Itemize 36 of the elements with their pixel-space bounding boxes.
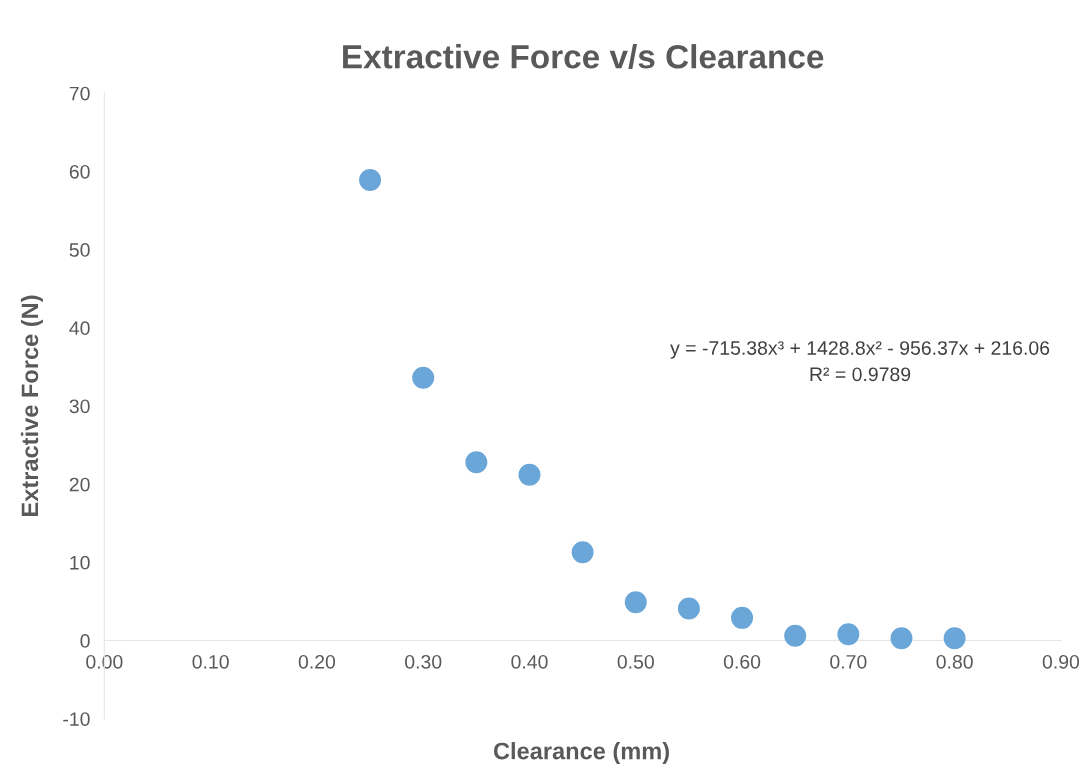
x-tick-label: 0.10 (192, 654, 229, 669)
y-tick-label: 40 (69, 321, 90, 336)
x-tick-label: 0.20 (298, 654, 336, 669)
point (412, 366, 435, 389)
point (943, 627, 966, 650)
x-tick-label: 0.40 (511, 654, 548, 669)
point (571, 541, 594, 564)
point (677, 597, 700, 620)
point (837, 623, 860, 646)
point (624, 591, 647, 614)
y-tick-label: 0 (80, 634, 90, 648)
point (359, 169, 382, 192)
point (518, 463, 541, 486)
y-tick-label: 10 (70, 555, 90, 570)
annotation: R² = 0.9789 (810, 367, 911, 382)
point (890, 627, 913, 650)
y-tick-label: -10 (63, 712, 90, 726)
x-tick-label: 0.00 (86, 654, 123, 669)
x-tick-label: 0.50 (617, 654, 654, 669)
x-tick-label: 0.90 (1042, 654, 1080, 669)
point (465, 451, 488, 474)
x-axis-title: Clearance (mm) (493, 742, 669, 765)
y-tick-label: 60 (69, 164, 90, 179)
chart-title: Extractive Force v/s Clearance (343, 44, 824, 69)
x-tick-label: 0.80 (936, 654, 973, 669)
y-axis-title: Extractive Force (N) (20, 295, 43, 516)
annotation: y = -715.38x³ + 1428.8x² - 956.37x + 216.06 (670, 341, 1050, 359)
x-tick-label: 0.60 (723, 654, 761, 669)
y-tick-label: 50 (69, 243, 90, 257)
point (784, 624, 807, 647)
point (731, 606, 754, 629)
y-tick-label: 20 (69, 477, 90, 492)
y-tick-label: 70 (69, 86, 90, 101)
x-tick-label: 0.30 (405, 654, 442, 669)
x-tick-label: 0.70 (830, 654, 867, 669)
y-tick-label: 30 (69, 399, 90, 414)
